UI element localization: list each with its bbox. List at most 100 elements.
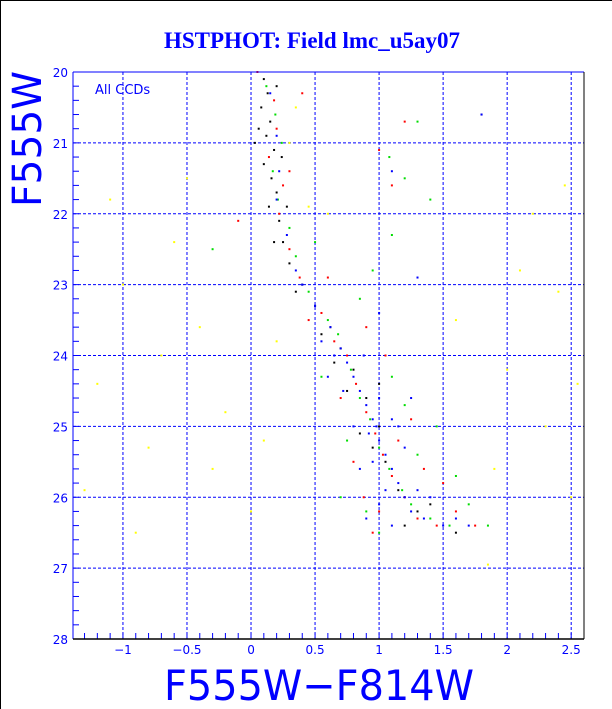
data-point <box>275 85 278 88</box>
data-point <box>390 524 393 527</box>
y-tick-label: 23 <box>53 279 68 293</box>
data-point <box>390 467 393 470</box>
data-point <box>429 198 432 201</box>
data-point <box>369 418 372 421</box>
axes: −1 −0.5 0 0.5 1 1.5 2 2.5 20 21 22 23 24 25 26 27 28 <box>53 66 585 657</box>
data-point <box>403 177 406 180</box>
data-point <box>265 134 268 137</box>
data-point <box>378 503 381 506</box>
data-point <box>390 375 393 378</box>
data-point <box>454 510 457 513</box>
data-point <box>320 311 323 314</box>
data-point <box>378 148 381 151</box>
x-tick-label: 2 <box>503 643 511 657</box>
data-point <box>442 524 445 527</box>
data-point <box>237 219 240 222</box>
x-tick-label: 2.5 <box>562 643 581 657</box>
data-point <box>260 106 263 109</box>
data-point <box>314 304 317 307</box>
data-point <box>378 425 381 428</box>
data-point <box>435 524 438 527</box>
data-point <box>278 219 281 222</box>
data-point <box>326 276 329 279</box>
data-point <box>301 92 304 95</box>
data-point <box>416 517 419 520</box>
data-point <box>326 319 329 322</box>
data-point <box>480 113 483 116</box>
data-point <box>410 418 413 421</box>
data-point <box>378 510 381 513</box>
data-point <box>429 517 432 520</box>
data-point <box>442 482 445 485</box>
data-point <box>355 382 358 385</box>
data-point <box>375 425 378 428</box>
data-point <box>416 120 419 123</box>
data-point <box>257 127 260 130</box>
data-point <box>365 404 368 407</box>
data-point <box>371 446 374 449</box>
data-point <box>346 439 349 442</box>
y-tick-label: 21 <box>53 137 68 151</box>
y-tick-label: 24 <box>53 350 68 364</box>
data-point <box>371 418 374 421</box>
data-point <box>362 354 365 357</box>
data-point <box>285 234 288 237</box>
data-point <box>278 212 281 215</box>
data-point <box>358 397 361 400</box>
data-point <box>570 496 573 499</box>
data-point <box>267 205 270 208</box>
data-point <box>384 489 387 492</box>
data-point <box>467 503 470 506</box>
y-tick-label: 22 <box>53 208 68 222</box>
data-point <box>121 283 124 286</box>
data-point <box>454 531 457 534</box>
data-point <box>270 177 273 180</box>
data-point <box>301 283 304 286</box>
data-point <box>384 453 387 456</box>
data-point <box>326 375 329 378</box>
data-point <box>307 205 310 208</box>
data-point <box>333 354 336 357</box>
data-point <box>109 198 112 201</box>
data-point <box>211 467 214 470</box>
data-point <box>390 170 393 173</box>
data-point <box>253 141 256 144</box>
data-point <box>285 205 288 208</box>
data-point <box>378 311 381 314</box>
data-point <box>280 141 283 144</box>
data-point <box>390 184 393 187</box>
data-point <box>388 156 391 159</box>
data-point <box>371 460 374 463</box>
data-point <box>435 425 438 428</box>
data-point <box>269 120 272 123</box>
data-point <box>454 319 457 322</box>
data-point <box>397 482 400 485</box>
data-point <box>358 297 361 300</box>
data-point <box>282 184 285 187</box>
x-tick-label: 1 <box>375 643 383 657</box>
data-point <box>467 524 470 527</box>
data-point <box>493 467 496 470</box>
data-point <box>307 290 310 293</box>
data-point <box>288 170 291 173</box>
data-point <box>403 404 406 407</box>
data-point <box>349 368 352 371</box>
data-point <box>329 326 332 329</box>
data-point <box>288 226 291 229</box>
data-point <box>275 191 278 194</box>
data-point <box>320 333 323 336</box>
data-point <box>416 489 419 492</box>
data-point <box>269 92 272 95</box>
data-point <box>429 503 432 506</box>
data-point <box>339 496 342 499</box>
data-point <box>365 517 368 520</box>
data-point <box>403 524 406 527</box>
x-tick-label: 0.5 <box>306 643 325 657</box>
data-point <box>307 319 310 322</box>
data-points <box>83 71 579 566</box>
data-point <box>429 496 432 499</box>
data-point <box>378 531 381 534</box>
data-point <box>267 156 270 159</box>
data-point <box>365 326 368 329</box>
